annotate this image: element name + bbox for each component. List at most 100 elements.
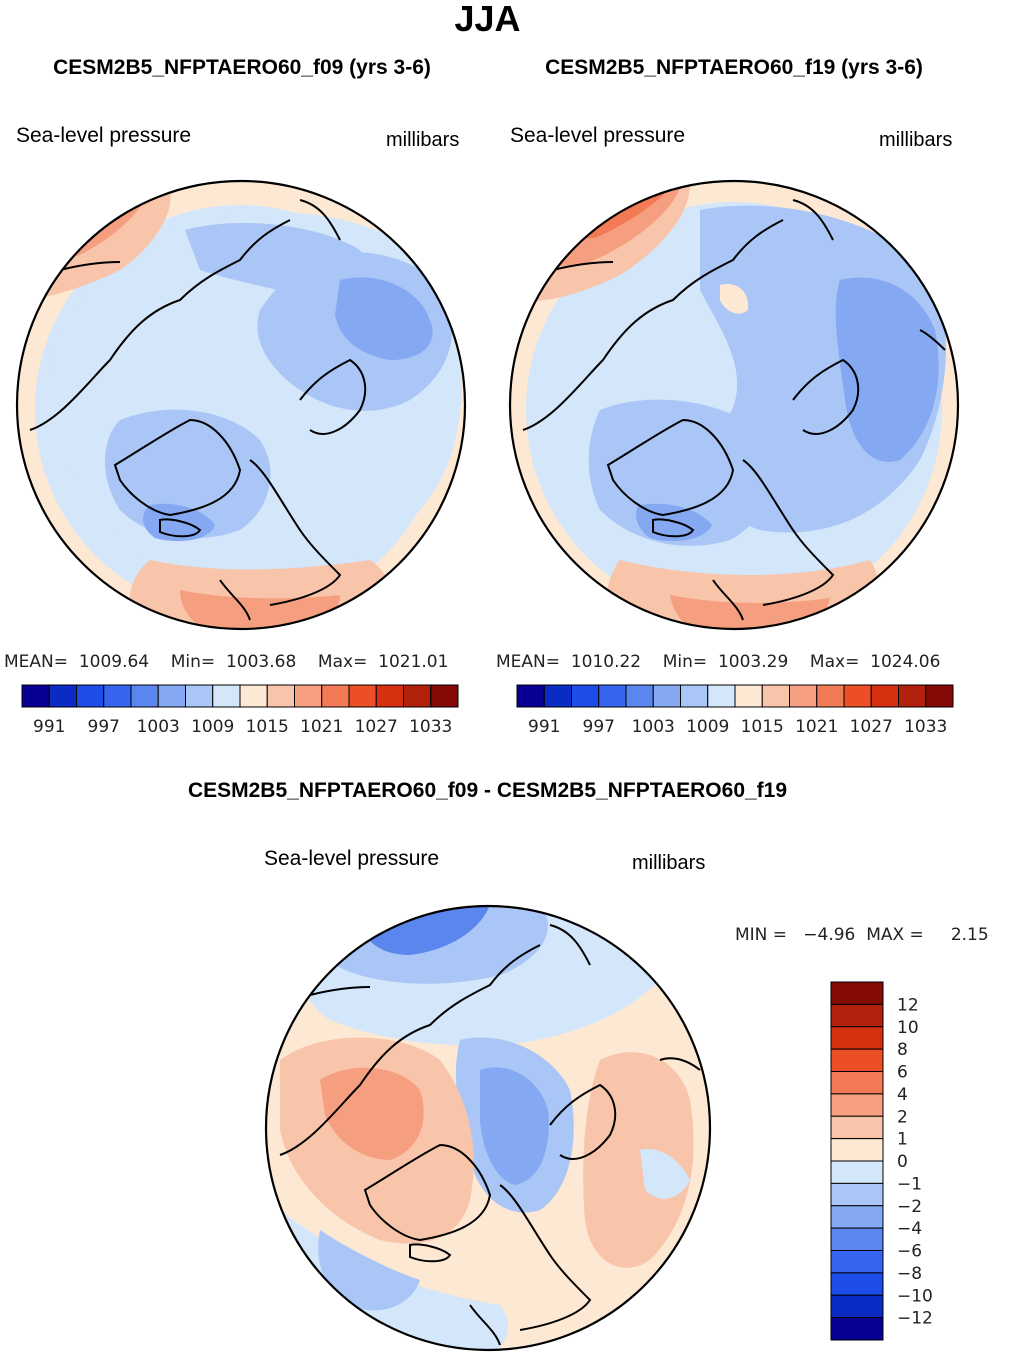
colorbar-diff-tick-label: 0: [897, 1152, 908, 1172]
panel2-units-label: millibars: [879, 129, 953, 151]
colorbar-diff-tick-label: 2: [897, 1107, 908, 1127]
map2-small-warm-spot: [720, 284, 749, 314]
colorbar-panel2-swatch: [707, 684, 736, 708]
colorbar-panel1-tick-label: 1015: [246, 717, 289, 737]
diff-blue-bottom: [318, 1230, 420, 1311]
colorbar-panel1-tick-label: 1033: [409, 717, 452, 737]
colorbar-diff-tick-label: 4: [897, 1085, 908, 1105]
colorbar-panel1-tick-label: 1021: [300, 717, 343, 737]
colorbar-panel2: 991 997 1003 1009 1015 1021 1027 1033: [516, 684, 954, 737]
map1-coastlines: [29, 199, 367, 621]
colorbar-diff-tick-label: −6: [897, 1242, 922, 1262]
panel2-min-value: 1003.29: [717, 652, 789, 672]
colorbar-panel1-swatch: [76, 684, 105, 708]
map2: [508, 179, 960, 631]
colorbar-panel1-swatch: [185, 684, 214, 708]
panel1-mean-value: 1009.64: [78, 652, 150, 672]
colorbar-panel2-swatch: [925, 684, 954, 708]
diff-coastlines: [279, 924, 701, 1346]
colorbar-diff-tick-label: 6: [897, 1063, 908, 1083]
colorbar-diff-swatch: [830, 1227, 884, 1251]
colorbar-panel1-swatch: [321, 684, 350, 708]
colorbar-panel1-swatch: [157, 684, 186, 708]
map2-border: [508, 179, 960, 631]
colorbar-diff-swatch: [830, 1182, 884, 1207]
panel2-mean-label: MEAN=: [496, 652, 560, 672]
map1-darker-east: [335, 277, 433, 360]
colorbar-panel2-swatch: [625, 684, 654, 708]
colorbar-panel2-tick-label: 1021: [795, 717, 838, 737]
colorbar-diff-swatch: [830, 1294, 884, 1319]
colorbar-diff-tick-label: 1: [897, 1130, 908, 1150]
colorbar-panel2-swatch: [598, 684, 627, 708]
panel1-max-value: 1021.01: [378, 652, 449, 672]
colorbar-panel1-tick-label: 1027: [355, 717, 398, 737]
colorbar-panel2-tick-label: 1027: [850, 717, 893, 737]
map1: [15, 179, 467, 631]
panel1-title: CESM2B5_NFPTAERO60_f09 (yrs 3-6): [53, 56, 431, 79]
colorbar-panel1-swatch: [348, 684, 377, 708]
map1-border: [15, 179, 467, 631]
colorbar-diff-swatch: [830, 1048, 884, 1072]
colorbar-panel1-swatch: [239, 684, 268, 708]
panel1-min-value: 1003.68: [225, 652, 297, 672]
colorbar-panel1-swatch: [48, 684, 77, 708]
panel2-mean-value: 1010.22: [570, 652, 642, 672]
colorbar-panel2-swatch: [652, 684, 681, 708]
panel2-min-label: Min=: [662, 652, 708, 672]
colorbar-panel1: 991 997 1003 1009 1015 1021 1027 1033: [21, 684, 459, 737]
colorbar-panel1-swatch: [103, 684, 132, 708]
colorbar-panel2-tick-label: 991: [528, 717, 560, 737]
panel1-max-label: Max=: [317, 652, 368, 672]
colorbar-panel2-swatch: [816, 684, 845, 708]
colorbar-panel1-swatch: [375, 684, 404, 708]
panel2-title: CESM2B5_NFPTAERO60_f19 (yrs 3-6): [545, 56, 923, 79]
colorbar-diff-tick-label: −8: [897, 1264, 922, 1284]
colorbar-diff-tick-label: 12: [897, 995, 919, 1015]
colorbar-diff-tick-label: 8: [897, 1040, 908, 1060]
colorbar-diff-swatch: [830, 1071, 884, 1095]
colorbar-diff-tick-label: −12: [897, 1309, 933, 1329]
diff-field-label: Sea-level pressure: [264, 847, 440, 870]
colorbar-diff-swatch: [830, 1317, 884, 1341]
colorbar-panel2-tick-label: 1015: [741, 717, 784, 737]
colorbar-panel1-tick-label: 1009: [191, 717, 234, 737]
colorbar-panel2-swatch: [543, 684, 572, 708]
colorbar-panel2-swatch: [516, 684, 545, 708]
panel1-min-label: Min=: [170, 652, 216, 672]
colorbar-panel1-tick-label: 991: [33, 717, 65, 737]
colorbar-panel2-swatch: [680, 684, 709, 708]
diff-max-value: 2.15: [950, 925, 989, 945]
diff-light-blue-east: [640, 1149, 690, 1199]
colorbar-diff-tick-label: −4: [897, 1219, 922, 1239]
diff-units-label: millibars: [632, 852, 706, 874]
colorbar-panel2-tick-label: 1033: [904, 717, 947, 737]
colorbar-diff-swatch: [830, 1250, 884, 1274]
colorbar-panel1-swatch: [266, 684, 295, 708]
panel2-max-value: 1024.06: [870, 652, 941, 672]
colorbar-diff-swatch: [830, 981, 884, 1005]
colorbar-panel2-swatch: [571, 684, 600, 708]
colorbar-panel1-swatch: [212, 684, 241, 708]
colorbar-diff-tick-label: −1: [897, 1174, 922, 1194]
panel2-stats: MEAN= 1010.22 Min= 1003.29 Max= 1024.06: [496, 652, 940, 672]
page-title: JJA: [454, 0, 521, 39]
colorbar-panel2-swatch: [761, 684, 790, 708]
colorbar-panel1-tick-label: 1003: [137, 717, 180, 737]
colorbar-panel2-swatch: [789, 684, 818, 708]
panel1-field-label: Sea-level pressure: [16, 124, 192, 147]
colorbar-panel2-tick-label: 1009: [686, 717, 729, 737]
diff-warm-east: [583, 1052, 694, 1268]
colorbar-diff-swatch: [830, 1160, 884, 1184]
diff-warm-core: [320, 1067, 424, 1160]
map2-darker-east: [835, 277, 939, 462]
colorbar-diff-swatch: [830, 1115, 884, 1140]
map2-blue-greenland: [588, 399, 770, 546]
diff-max-label: MAX =: [866, 925, 924, 945]
panel1-stats: MEAN= 1009.64 Min= 1003.68 Max= 1021.01: [4, 652, 448, 672]
diff-min-value: −4.96: [803, 925, 856, 945]
colorbar-diff-tick-label: 10: [897, 1018, 919, 1038]
diff-border: [264, 904, 712, 1352]
colorbar-panel2-tick-label: 997: [583, 717, 615, 737]
